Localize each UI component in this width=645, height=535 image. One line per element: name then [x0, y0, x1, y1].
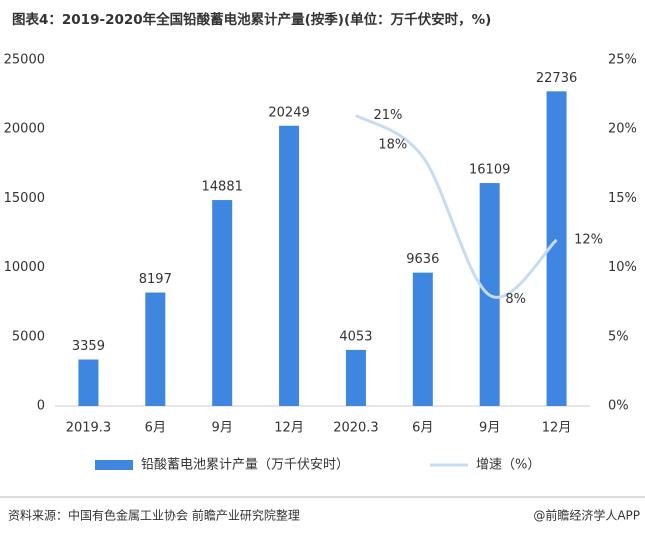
y2-tick-label: 10% — [608, 260, 637, 275]
chart-title: 图表4：2019-2020年全国铅酸蓄电池累计产量(按季)(单位：万千伏安时，%… — [12, 11, 491, 28]
y-tick-label: 25000 — [4, 53, 45, 68]
bar — [546, 91, 567, 406]
bar-value-label: 16109 — [469, 163, 510, 178]
bar-value-label: 22736 — [536, 71, 577, 86]
legend-label: 增速（%） — [476, 458, 540, 473]
bar-value-label: 4053 — [339, 329, 372, 344]
bar — [345, 349, 366, 406]
bar — [212, 200, 233, 406]
line-value-label: 12% — [574, 232, 603, 247]
bar — [145, 292, 166, 406]
credit: @前瞻经济学人APP — [533, 508, 640, 523]
bar-value-label: 8197 — [139, 272, 172, 287]
x-tick-label: 2020.3 — [333, 421, 379, 436]
bar — [279, 125, 300, 406]
y2-tick-label: 0% — [608, 399, 629, 414]
line — [355, 114, 558, 299]
line-value-label: 18% — [378, 137, 407, 152]
x-tick-label: 9月 — [479, 421, 500, 436]
bar-value-label: 14881 — [202, 180, 243, 195]
y2-tick-label: 5% — [608, 329, 629, 344]
legend-label: 铅酸蓄电池累计产量（万千伏安时） — [141, 458, 349, 473]
y-tick-label: 5000 — [12, 329, 45, 344]
line-value-label: 21% — [373, 108, 402, 123]
y2-tick-label: 20% — [608, 122, 637, 137]
source: 资料来源：中国有色金属工业协会 前瞻产业研究院整理 — [8, 508, 300, 523]
x-tick-label: 12月 — [542, 421, 572, 436]
y-tick-label: 0 — [37, 399, 45, 414]
y-tick-label: 15000 — [4, 191, 45, 206]
x-tick-label: 2019.3 — [66, 421, 112, 436]
y2-tick-label: 25% — [608, 53, 637, 68]
legend-swatch — [95, 460, 133, 470]
x-tick-label: 9月 — [212, 421, 233, 436]
line-value-label: 8% — [505, 292, 526, 307]
y2-tick-label: 15% — [608, 191, 637, 206]
x-tick-label: 12月 — [274, 421, 304, 436]
bar-value-label: 3359 — [72, 339, 105, 354]
bar-value-label: 20249 — [268, 105, 309, 120]
y-tick-label: 10000 — [4, 260, 45, 275]
y-tick-label: 20000 — [4, 122, 45, 137]
bar-value-label: 9636 — [406, 252, 439, 267]
bar — [412, 272, 433, 406]
x-tick-label: 6月 — [145, 421, 166, 436]
x-tick-label: 6月 — [412, 421, 433, 436]
bar — [78, 359, 99, 406]
